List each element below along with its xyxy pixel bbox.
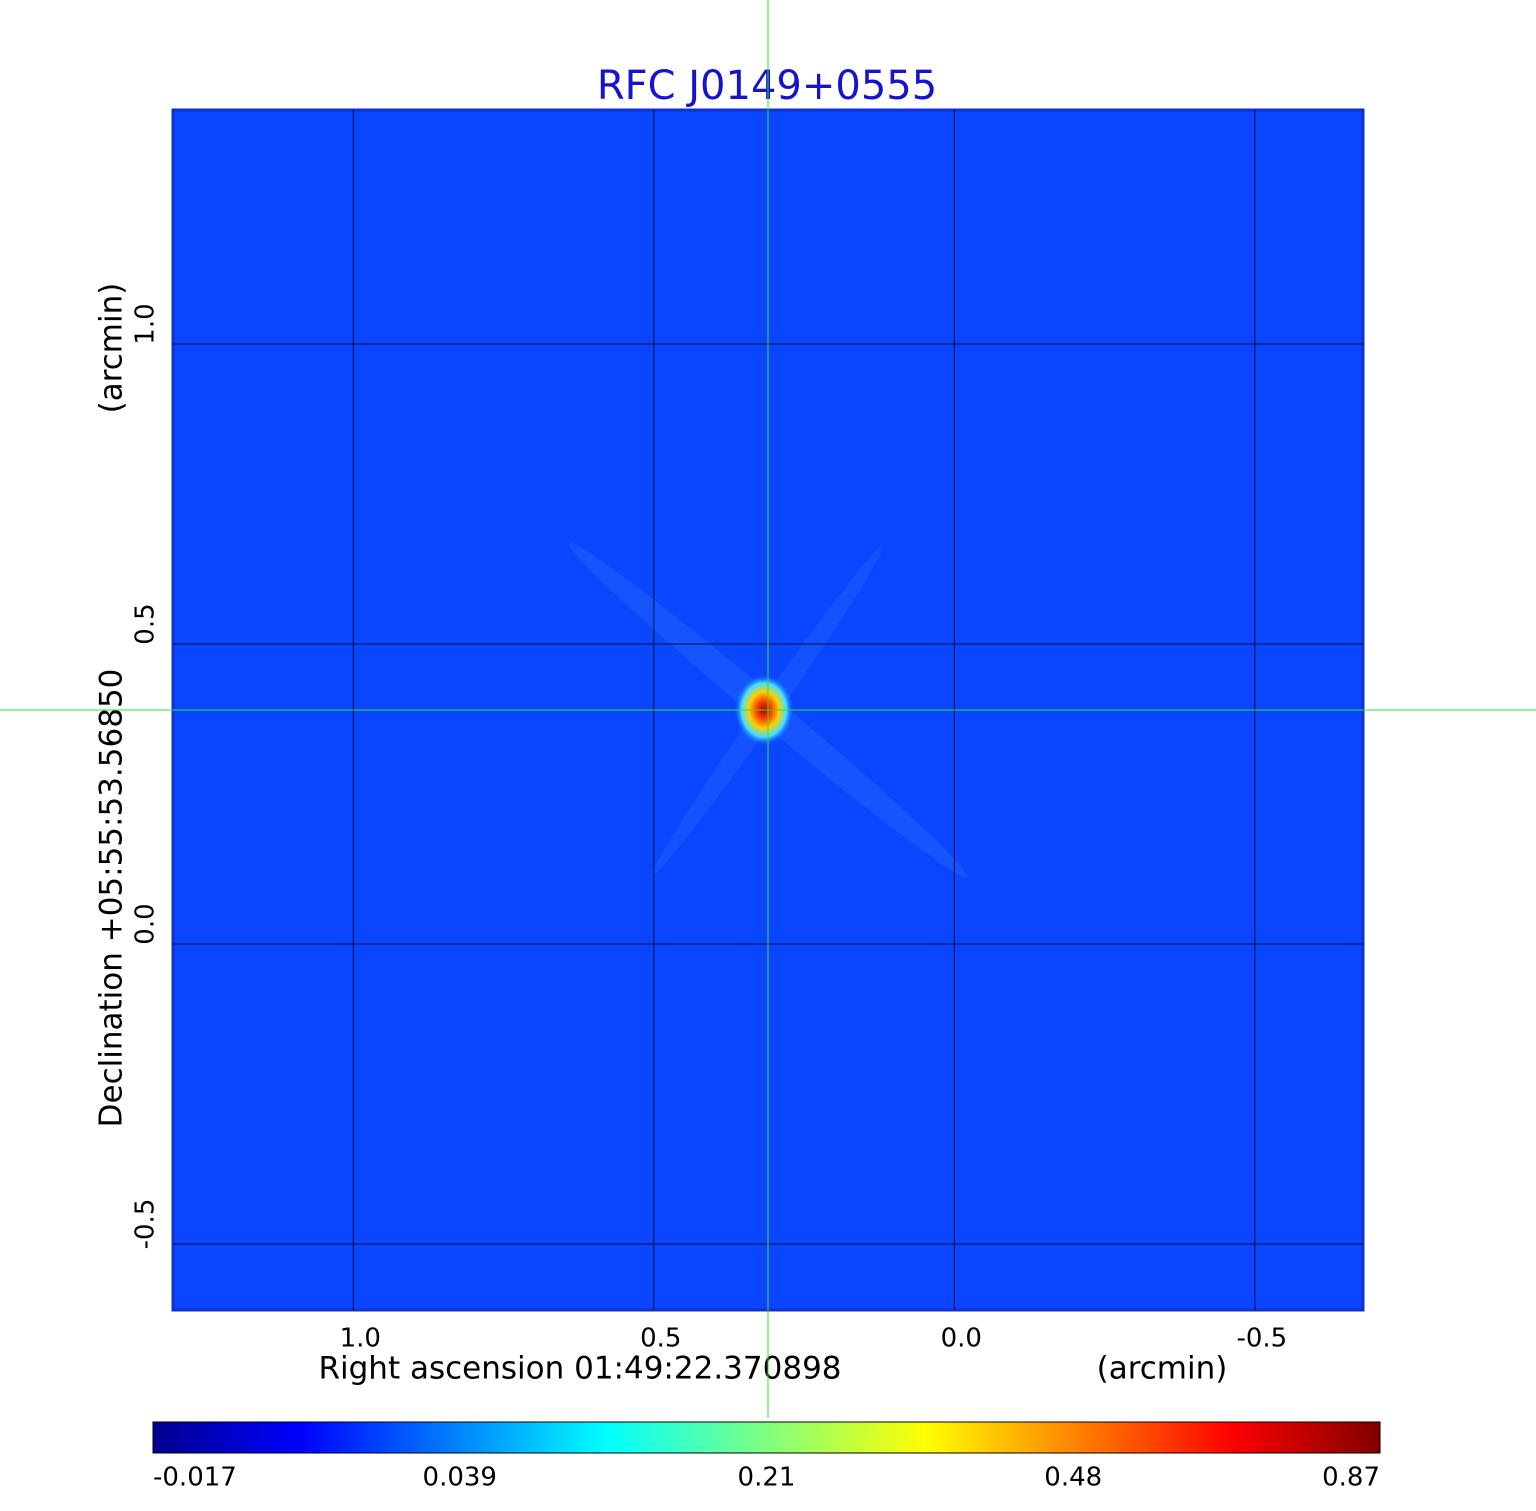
y-tick-label: 0.0 xyxy=(131,903,161,944)
x-tick-label: 1.0 xyxy=(340,1324,381,1354)
x-tick-label: 0.0 xyxy=(941,1324,982,1354)
x-tick-label: -0.5 xyxy=(1236,1324,1287,1354)
colorbar-tick-label: 0.039 xyxy=(423,1463,497,1493)
y-axis-unit: (arcmin) xyxy=(94,283,130,414)
chart-title: RFC J0149+0555 xyxy=(597,63,937,109)
colorbar-tick-label: 0.21 xyxy=(738,1463,796,1493)
y-tick-label: 0.5 xyxy=(131,603,161,644)
x-axis-unit: (arcmin) xyxy=(1097,1351,1228,1387)
y-tick-label: -0.5 xyxy=(131,1199,161,1250)
colorbar-tick-label: 0.48 xyxy=(1044,1463,1102,1493)
colorbar-tick-label: 0.87 xyxy=(1322,1463,1380,1493)
colorbar-tick-label: -0.017 xyxy=(153,1463,237,1493)
x-tick-label: 0.5 xyxy=(640,1324,681,1354)
y-axis-label: Declination +05:55:53.56850 xyxy=(94,669,130,1128)
y-tick-label: 1.0 xyxy=(131,303,161,344)
colorbar xyxy=(152,1421,1381,1454)
x-axis-label: Right ascension 01:49:22.370898 xyxy=(318,1351,841,1387)
